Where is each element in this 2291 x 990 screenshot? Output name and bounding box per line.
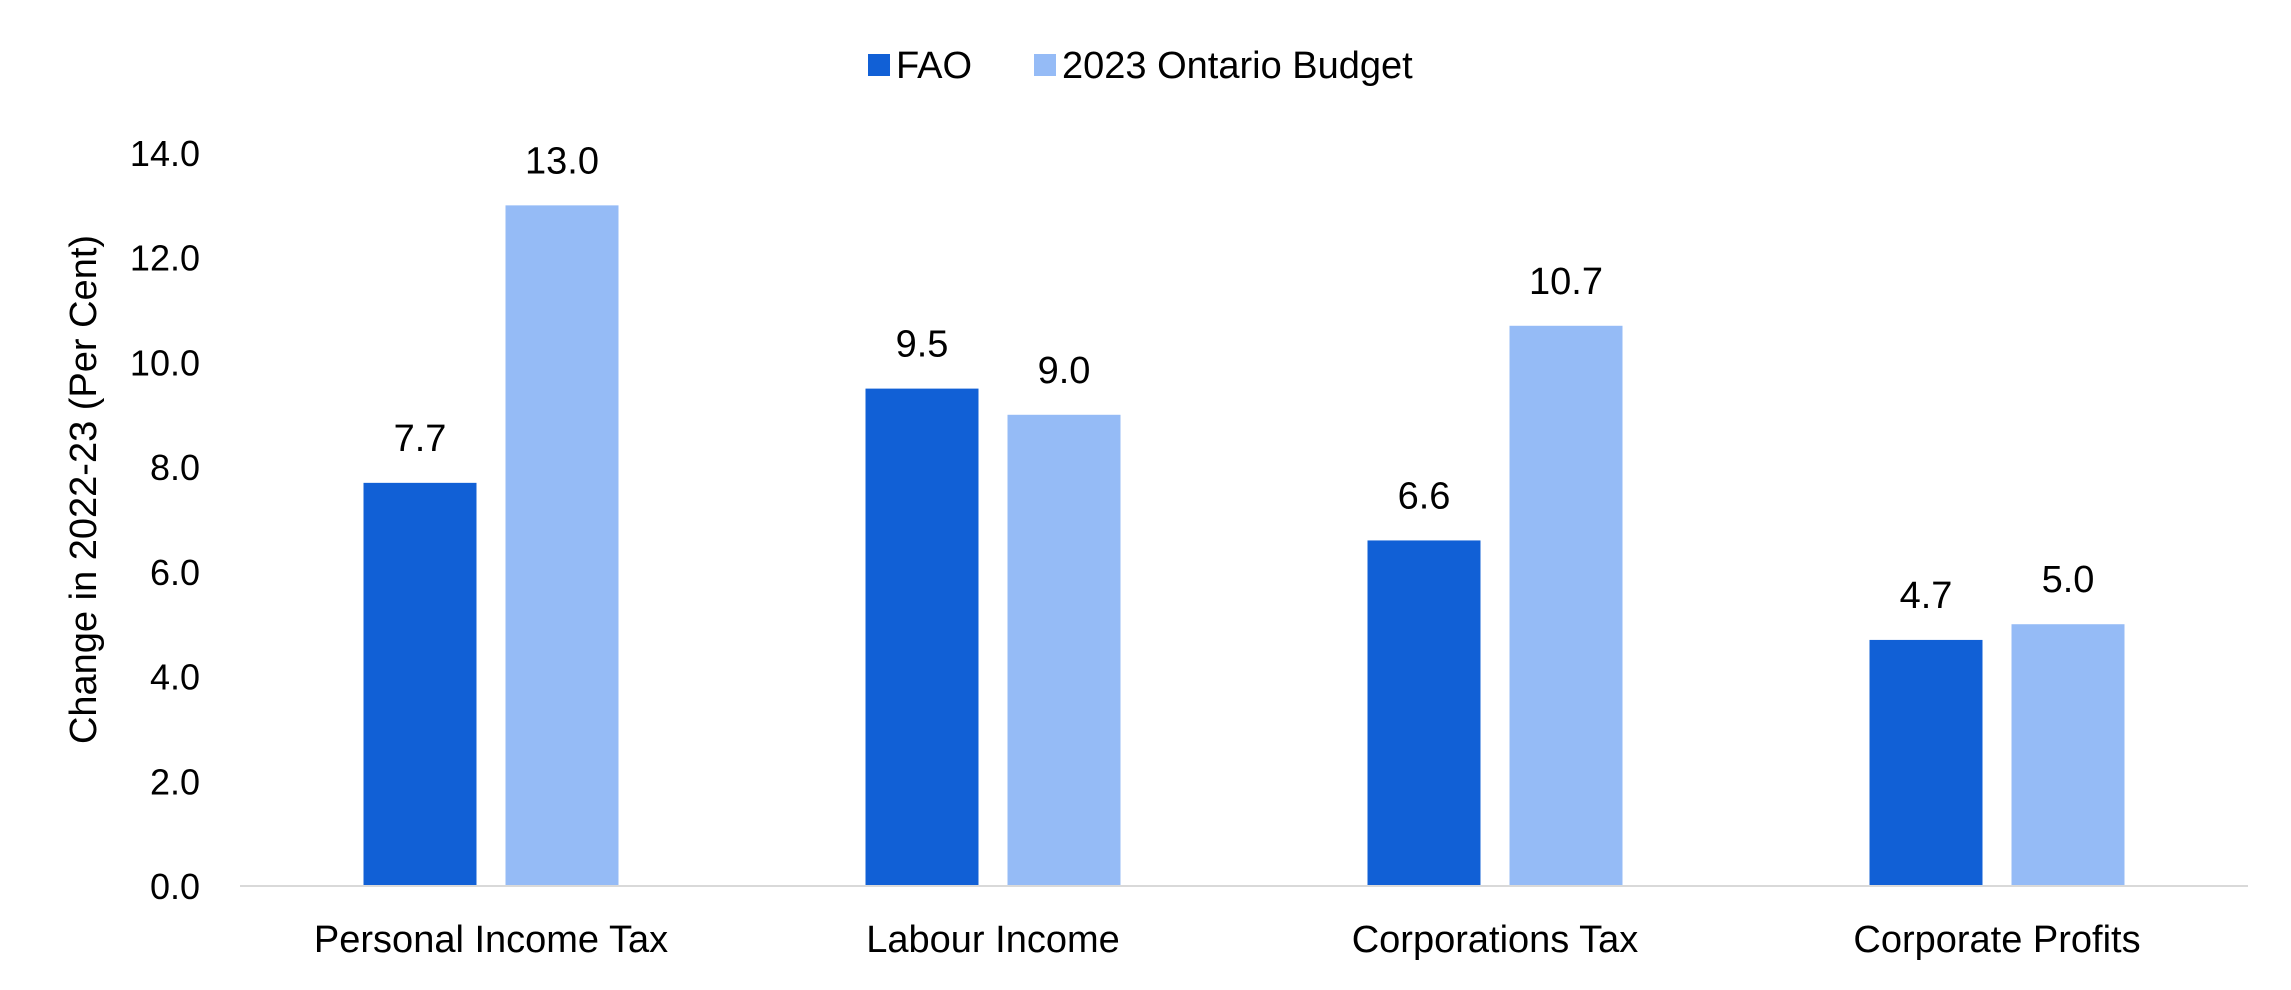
bar bbox=[2011, 624, 2125, 886]
bar bbox=[505, 205, 619, 886]
data-label: 9.5 bbox=[896, 324, 949, 366]
bar bbox=[363, 482, 477, 886]
data-label: 5.0 bbox=[2042, 559, 2095, 601]
bar bbox=[1367, 540, 1481, 886]
y-axis: 0.0 2.0 4.0 6.0 8.0 10.0 12.0 14.0 bbox=[130, 133, 200, 907]
y-tick-label: 10.0 bbox=[130, 342, 200, 383]
legend-swatch bbox=[868, 54, 890, 76]
y-tick-label: 0.0 bbox=[150, 866, 200, 907]
y-axis-title: Change in 2022-23 (Per Cent) bbox=[63, 235, 105, 744]
x-tick-label: Personal Income Tax bbox=[314, 919, 668, 961]
bar bbox=[1007, 414, 1121, 886]
y-tick-label: 8.0 bbox=[150, 447, 200, 488]
data-label: 7.7 bbox=[394, 418, 447, 460]
x-tick-label: Corporate Profits bbox=[1853, 919, 2140, 961]
bar bbox=[1509, 325, 1623, 886]
y-tick-label: 6.0 bbox=[150, 552, 200, 593]
y-tick-label: 4.0 bbox=[150, 657, 200, 698]
y-tick-label: 2.0 bbox=[150, 761, 200, 802]
bar bbox=[1869, 639, 1983, 886]
x-axis: Personal Income Tax Labour Income Corporat… bbox=[240, 885, 2248, 961]
value-labels: 7.7 13.0 9.5 9.0 6.6 10.7 4.7 5.0 bbox=[394, 140, 2095, 617]
data-label: 10.7 bbox=[1529, 261, 1603, 303]
legend: FAO 2023 Ontario Budget bbox=[868, 45, 1413, 87]
bar bbox=[865, 388, 979, 886]
data-label: 6.6 bbox=[1398, 475, 1451, 517]
data-label: 13.0 bbox=[525, 140, 599, 182]
legend-label: 2023 Ontario Budget bbox=[1062, 45, 1413, 87]
y-tick-label: 12.0 bbox=[130, 238, 200, 279]
y-tick-label: 14.0 bbox=[130, 133, 200, 174]
legend-label: FAO bbox=[896, 45, 972, 87]
legend-swatch bbox=[1034, 54, 1056, 76]
x-tick-label: Corporations Tax bbox=[1352, 919, 1639, 961]
x-tick-label: Labour Income bbox=[866, 919, 1120, 961]
bars bbox=[363, 205, 2125, 886]
data-label: 4.7 bbox=[1900, 575, 1953, 617]
data-label: 9.0 bbox=[1038, 350, 1091, 392]
